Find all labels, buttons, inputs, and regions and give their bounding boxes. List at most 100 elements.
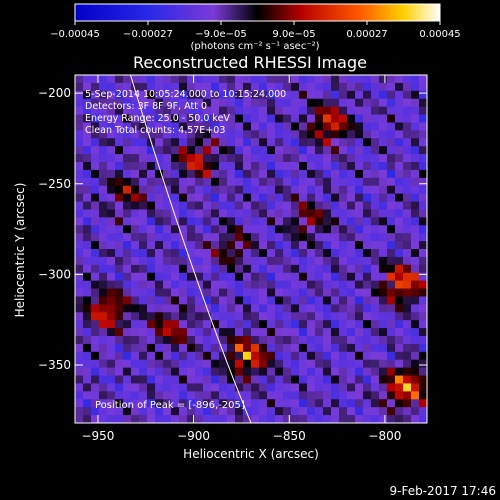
heatmap-cell (187, 415, 196, 423)
heatmap-cell (147, 75, 156, 84)
heatmap-cell (139, 415, 148, 423)
heatmap-cell (243, 217, 252, 226)
heatmap-cell (411, 312, 420, 321)
heatmap-cell (395, 280, 404, 290)
heatmap-cell (403, 241, 412, 250)
heatmap-cell (395, 146, 404, 155)
heatmap-cell (363, 185, 372, 195)
heatmap-cell (379, 146, 388, 155)
heatmap-cell (115, 249, 124, 258)
heatmap-cell (267, 375, 276, 385)
heatmap-cell (235, 415, 244, 423)
heatmap-cell (91, 391, 100, 400)
heatmap-cell (371, 320, 380, 329)
heatmap-cell (331, 280, 340, 290)
heatmap-cell (355, 272, 364, 282)
heatmap-cell (363, 312, 372, 321)
heatmap-cell (411, 185, 420, 195)
heatmap-cell (331, 359, 340, 369)
heatmap-cell (283, 391, 292, 400)
heatmap-cell (403, 225, 412, 234)
x-tick-label: −950 (81, 429, 114, 443)
heatmap-cell (155, 98, 164, 108)
heatmap-cell (387, 177, 396, 187)
heatmap-cell (115, 98, 124, 108)
heatmap-cell (91, 256, 100, 266)
heatmap-cell (411, 201, 420, 211)
heatmap-cell (299, 225, 308, 234)
heatmap-cell (155, 185, 164, 195)
heatmap-cell (235, 336, 244, 345)
heatmap-cell (299, 217, 308, 226)
heatmap-cell (291, 312, 300, 321)
heatmap-cell (347, 185, 356, 195)
heatmap-cell (339, 296, 348, 305)
heatmap-cell (259, 98, 268, 108)
heatmap-cell (99, 272, 108, 282)
heatmap-cell (323, 106, 332, 116)
heatmap-cell (99, 114, 108, 124)
heatmap-cell (411, 82, 420, 92)
heatmap-cell (323, 177, 332, 187)
heatmap-cell (227, 201, 236, 211)
heatmap-cell (163, 304, 172, 313)
heatmap-cell (75, 367, 84, 377)
heatmap-cell (331, 75, 340, 84)
heatmap-cell (123, 391, 132, 400)
heatmap-cell (371, 114, 380, 124)
heatmap-cell (75, 241, 84, 250)
heatmap-cell (355, 407, 364, 416)
heatmap-cell (91, 82, 100, 92)
heatmap-cell (139, 399, 148, 408)
heatmap-cell (171, 249, 180, 258)
heatmap-cell (91, 146, 100, 155)
heatmap-cell (387, 138, 396, 147)
heatmap-cell (139, 328, 148, 337)
heatmap-cell (355, 138, 364, 147)
heatmap-cell (259, 375, 268, 385)
heatmap-cell (283, 264, 292, 274)
heatmap-cell (347, 130, 356, 139)
heatmap-cell (275, 351, 284, 361)
heatmap-cell (171, 375, 180, 385)
heatmap-cell (219, 296, 228, 305)
heatmap-cell (419, 122, 427, 131)
heatmap-cell (395, 249, 404, 258)
heatmap-cell (299, 256, 308, 266)
heatmap-cell (203, 201, 212, 211)
heatmap-cell (91, 193, 100, 203)
heatmap-cell (323, 272, 332, 282)
heatmap-cell (283, 209, 292, 218)
heatmap-cell (179, 185, 188, 195)
heatmap-cell (219, 399, 228, 408)
heatmap-cell (291, 288, 300, 298)
heatmap-cell (323, 193, 332, 203)
heatmap-cell (267, 304, 276, 313)
heatmap-cell (163, 98, 172, 108)
heatmap-cell (323, 241, 332, 250)
heatmap-cell (299, 312, 308, 321)
heatmap-cell (267, 415, 276, 423)
heatmap-cell (75, 122, 84, 131)
heatmap-cell (267, 90, 276, 100)
heatmap-cell (235, 407, 244, 416)
heatmap-cell (251, 383, 260, 392)
heatmap-cell (347, 375, 356, 385)
heatmap-cell (267, 209, 276, 218)
heatmap-cell (355, 304, 364, 313)
heatmap-cell (211, 75, 220, 84)
heatmap-cell (371, 122, 380, 131)
heatmap-cell (211, 391, 220, 400)
heatmap-cell (75, 320, 84, 329)
heatmap-cell (323, 415, 332, 423)
heatmap-cell (291, 162, 300, 171)
heatmap-cell (299, 185, 308, 195)
heatmap-cell (171, 225, 180, 234)
heatmap-cell (243, 241, 252, 250)
heatmap-cells (75, 75, 427, 423)
heatmap-cell (107, 383, 116, 392)
heatmap-cell (379, 241, 388, 250)
heatmap-cell (291, 296, 300, 305)
heatmap-cell (347, 106, 356, 116)
heatmap-cell (155, 264, 164, 274)
